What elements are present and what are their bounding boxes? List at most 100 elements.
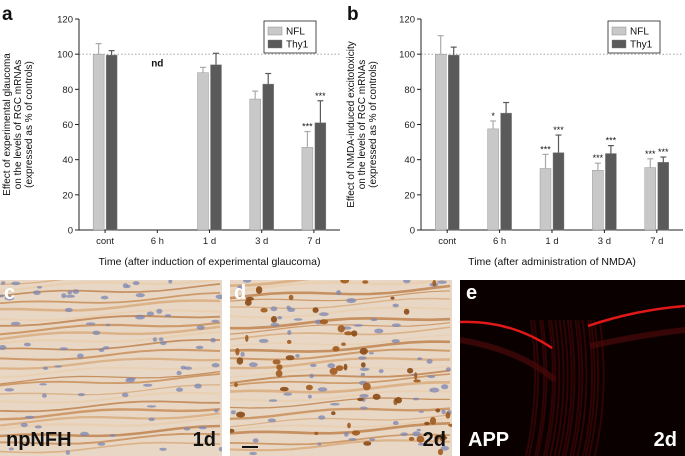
stained-spot xyxy=(285,355,295,361)
nucleus xyxy=(59,347,68,351)
significance-label: *** xyxy=(315,91,326,101)
fiber xyxy=(230,417,451,432)
panel-label: b xyxy=(347,4,359,25)
nucleus xyxy=(98,348,105,352)
nucleus xyxy=(164,314,172,318)
stained-spot xyxy=(312,307,319,313)
bar xyxy=(249,98,261,231)
stained-spot xyxy=(363,441,372,446)
nucleus xyxy=(378,369,384,374)
faint-fiber xyxy=(582,319,594,456)
y-tick-label: 20 xyxy=(62,190,73,201)
bar xyxy=(447,54,460,231)
fiber xyxy=(0,384,221,396)
legend-swatch xyxy=(611,39,627,49)
nucleus xyxy=(358,356,367,360)
fiber xyxy=(0,441,221,454)
stained-spot xyxy=(416,435,425,443)
chart-panel-a: a 0 20 40 60 80 100 120 Effect of experimental g… xyxy=(2,4,340,268)
nucleus xyxy=(270,306,278,312)
nucleus xyxy=(218,447,222,452)
fiber xyxy=(0,370,221,385)
fluorescence-panel-e: e APP 2d xyxy=(460,280,685,456)
faint-fiber xyxy=(534,319,546,456)
legend-label: NFL xyxy=(286,27,305,38)
fiber xyxy=(0,391,221,404)
fiber xyxy=(230,280,310,287)
nucleus xyxy=(215,294,222,300)
nucleus xyxy=(146,311,154,317)
nucleus xyxy=(445,367,451,372)
faint-fiber xyxy=(588,319,600,456)
y-tick-label: 40 xyxy=(62,155,73,166)
nucleus xyxy=(295,354,300,358)
nucleus xyxy=(374,328,384,334)
fiber xyxy=(230,397,451,409)
legend-label: Thy1 xyxy=(630,40,653,51)
fiber xyxy=(230,348,451,361)
nucleus xyxy=(180,365,187,370)
x-tick-label: cont xyxy=(438,236,456,247)
nucleus xyxy=(243,280,252,283)
y-tick-label: 80 xyxy=(62,85,73,96)
nucleus xyxy=(10,321,21,326)
stained-spot xyxy=(314,431,319,436)
stained-spot xyxy=(275,369,283,378)
nucleus xyxy=(210,337,216,343)
fluorescent-band-right xyxy=(587,304,685,328)
stained-spot xyxy=(305,384,313,391)
fiber xyxy=(0,365,221,379)
significance-label: *** xyxy=(593,153,604,163)
faint-fiber xyxy=(524,319,536,456)
annotation: nd xyxy=(151,58,163,69)
bar xyxy=(105,54,118,231)
stained-spot xyxy=(245,334,249,342)
nucleus xyxy=(77,353,84,359)
nucleus xyxy=(417,357,423,361)
stained-spot xyxy=(331,411,336,416)
nucleus xyxy=(392,303,399,308)
nucleus xyxy=(286,305,291,310)
significance-label: *** xyxy=(658,147,669,157)
nucleus xyxy=(277,316,283,320)
x-tick-label: 6 h xyxy=(151,236,164,247)
x-tick-label: 1 d xyxy=(545,236,558,247)
nucleus xyxy=(135,293,145,298)
nucleus xyxy=(4,295,15,301)
stained-spot xyxy=(329,367,338,375)
nucleus xyxy=(348,438,357,441)
fiber xyxy=(230,357,451,370)
significance-label: *** xyxy=(553,125,564,135)
significance-label: *** xyxy=(540,144,551,154)
nucleus xyxy=(441,409,446,415)
nucleus xyxy=(346,298,357,304)
x-tick-label: 3 d xyxy=(598,236,611,247)
bar xyxy=(197,72,209,231)
nucleus xyxy=(403,280,411,284)
nucleus xyxy=(97,442,106,446)
stained-spot xyxy=(403,308,410,315)
bar xyxy=(605,153,617,231)
fiber xyxy=(230,380,451,394)
nucleus xyxy=(283,392,293,396)
y-tick-label: 100 xyxy=(399,50,415,61)
nucleus xyxy=(42,366,49,370)
bar xyxy=(210,64,222,231)
nucleus xyxy=(102,346,110,350)
nucleus xyxy=(359,406,368,410)
nucleus xyxy=(176,370,182,376)
nucleus xyxy=(400,432,408,436)
stained-spot xyxy=(437,448,444,456)
legend-label: NFL xyxy=(630,27,649,38)
fiber xyxy=(0,348,221,361)
stained-spot xyxy=(332,346,340,352)
fiber xyxy=(230,389,451,402)
fluorescent-band-left xyxy=(460,320,553,350)
faint-fiber xyxy=(569,319,581,456)
nucleus xyxy=(441,384,449,390)
fiber xyxy=(230,407,451,421)
nucleus xyxy=(252,438,259,443)
legend-swatch xyxy=(267,39,283,49)
fiber xyxy=(230,373,451,387)
fiber xyxy=(0,280,221,293)
